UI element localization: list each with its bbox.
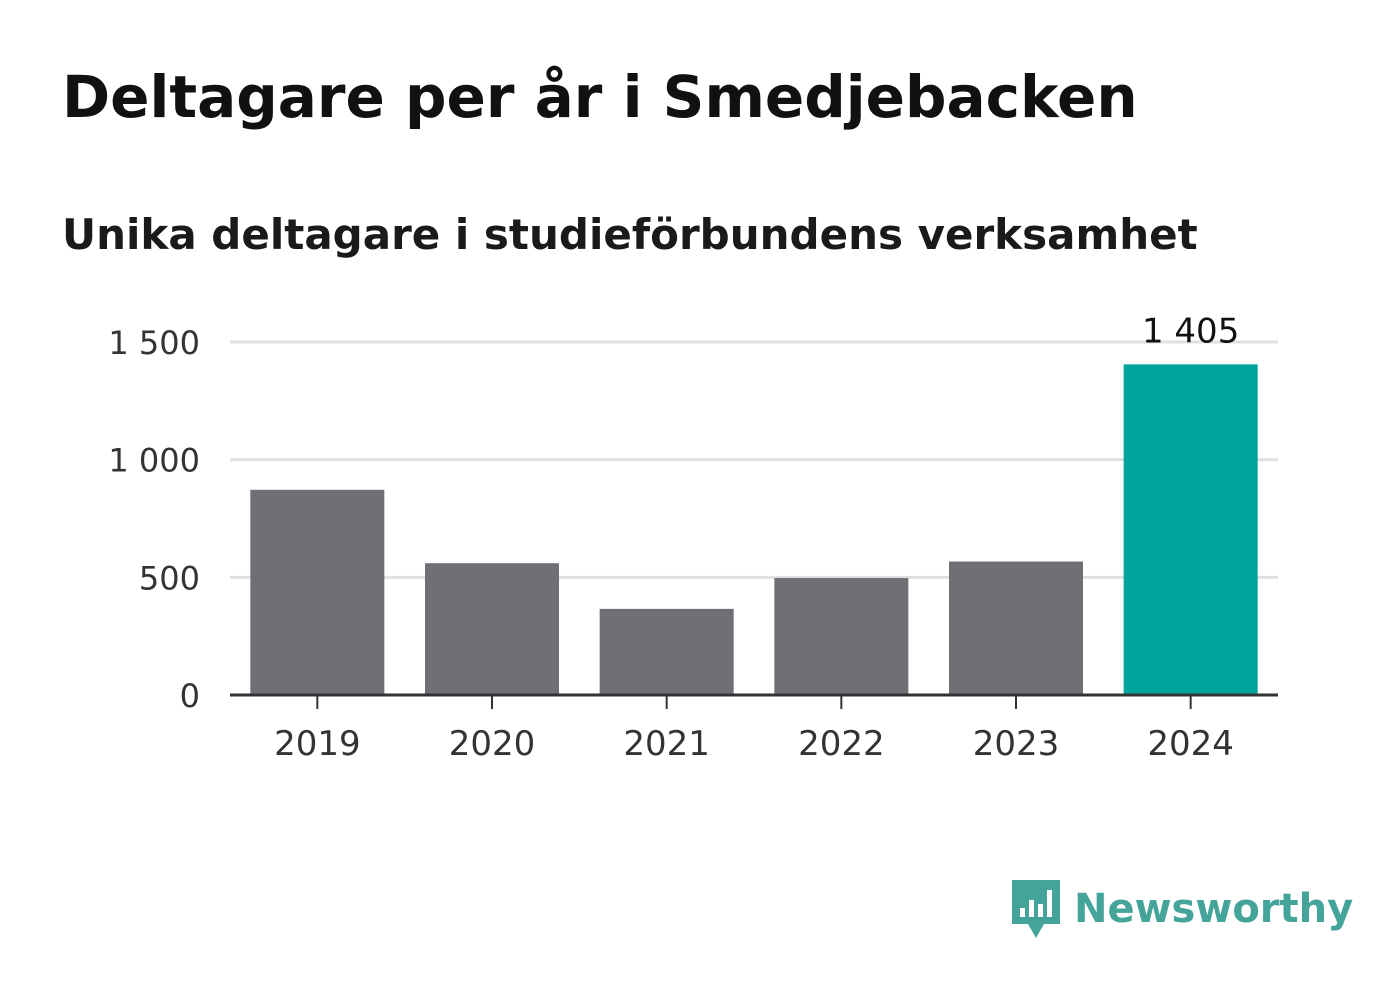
y-tick-label: 1 500: [108, 324, 200, 362]
bar: [949, 561, 1083, 695]
newsworthy-logo-icon: [1012, 880, 1060, 938]
x-tick-label: 2024: [1147, 724, 1234, 764]
data-label: 1 405: [1142, 311, 1239, 351]
y-tick-label: 500: [139, 559, 200, 597]
bar: [1123, 364, 1258, 695]
bars: [250, 364, 1258, 695]
x-tick-label: 2022: [798, 724, 885, 764]
x-tick-label: 2023: [973, 724, 1060, 764]
chart-subtitle: Unika deltagare i studieförbundens verks…: [62, 210, 1198, 259]
bar: [599, 608, 734, 695]
axes: [230, 693, 1278, 709]
brand-name: Newsworthy: [1074, 886, 1354, 932]
x-tick-label: 2019: [274, 724, 361, 764]
x-tick-label: 2021: [623, 724, 710, 764]
y-tick-label: 0: [180, 677, 200, 715]
chart-title: Deltagare per år i Smedjebacken: [62, 63, 1138, 131]
bar: [774, 578, 909, 695]
labels: 0 500 1 000 1 500 2019 2020 2021 2022 2023 2024 1 …: [108, 311, 1239, 764]
bar-chart: 0 500 1 000 1 500 2019 2020 2021 2022 2023 2024 1 …: [108, 311, 1278, 764]
bar: [425, 563, 559, 695]
y-tick-label: 1 000: [108, 442, 200, 480]
gridlines: [230, 340, 1278, 579]
brand-logo: Newsworthy: [1010, 878, 1353, 940]
bar: [250, 489, 385, 695]
x-tick-label: 2020: [449, 724, 536, 764]
